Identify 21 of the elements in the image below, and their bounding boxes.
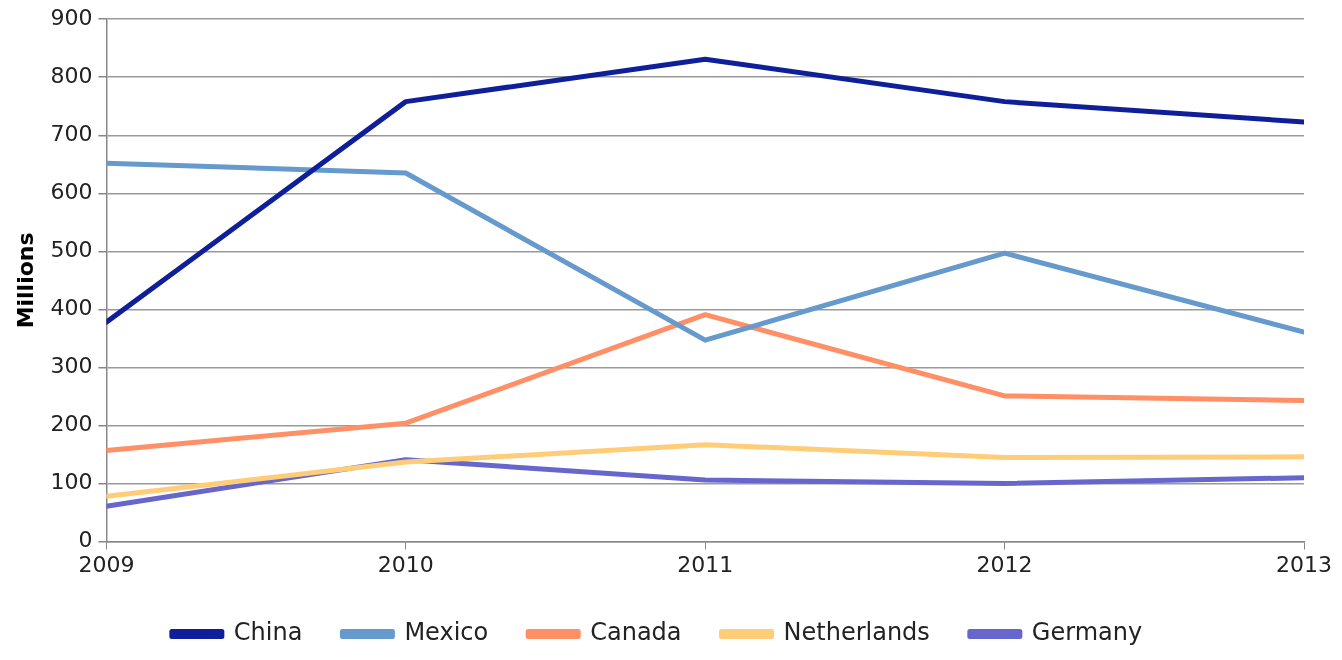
y-tick-label: 100: [50, 469, 93, 495]
y-tick-label: 900: [50, 4, 93, 30]
x-tick-label: 2011: [677, 551, 734, 577]
legend-label: Netherlands: [783, 618, 930, 647]
y-tick-label: 400: [50, 295, 93, 321]
y-tick-label: 700: [50, 121, 93, 147]
y-tick-label: 500: [50, 237, 93, 263]
legend-label: Germany: [1031, 618, 1143, 647]
y-tick-label: 200: [50, 411, 93, 437]
x-tick-label: 2009: [78, 551, 135, 577]
x-tick-label: 2010: [377, 551, 434, 577]
y-tick-label: 0: [78, 527, 93, 553]
x-tick-label: 2013: [1276, 551, 1332, 577]
y-tick-label: 300: [50, 353, 93, 379]
y-axis-title: Millions: [12, 232, 38, 329]
legend-label: China: [233, 618, 303, 647]
x-tick-label: 2012: [976, 551, 1033, 577]
y-tick-label: 600: [50, 179, 93, 205]
y-tick-label: 800: [50, 62, 93, 88]
legend-label: Canada: [590, 618, 682, 647]
legend-label: Mexico: [404, 618, 489, 647]
